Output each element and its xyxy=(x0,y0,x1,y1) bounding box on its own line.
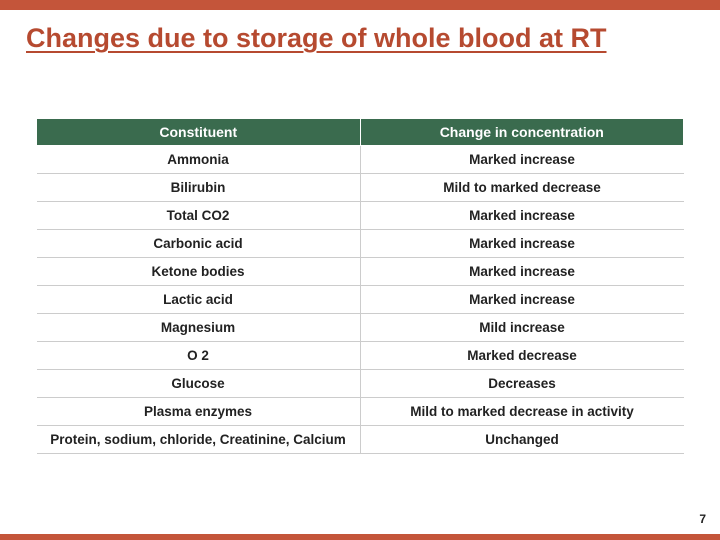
data-table-container: Constituent Change in concentration Ammo… xyxy=(36,118,684,454)
table-row: Protein, sodium, chloride, Creatinine, C… xyxy=(37,426,684,454)
table-row: BilirubinMild to marked decrease xyxy=(37,174,684,202)
table-row: MagnesiumMild increase xyxy=(37,314,684,342)
table-row: Lactic acidMarked increase xyxy=(37,286,684,314)
cell-constituent: Bilirubin xyxy=(37,174,361,202)
cell-change: Decreases xyxy=(360,370,684,398)
table-row: O 2Marked decrease xyxy=(37,342,684,370)
cell-change: Marked increase xyxy=(360,230,684,258)
cell-change: Mild to marked decrease xyxy=(360,174,684,202)
col-header-constituent: Constituent xyxy=(37,119,361,146)
cell-change: Marked increase xyxy=(360,258,684,286)
col-header-change: Change in concentration xyxy=(360,119,684,146)
cell-constituent: Glucose xyxy=(37,370,361,398)
cell-change: Mild to marked decrease in activity xyxy=(360,398,684,426)
table-row: Ketone bodiesMarked increase xyxy=(37,258,684,286)
page-title: Changes due to storage of whole blood at… xyxy=(26,22,686,56)
cell-constituent: Protein, sodium, chloride, Creatinine, C… xyxy=(37,426,361,454)
cell-constituent: Carbonic acid xyxy=(37,230,361,258)
table-row: GlucoseDecreases xyxy=(37,370,684,398)
cell-change: Marked decrease xyxy=(360,342,684,370)
cell-constituent: Ammonia xyxy=(37,146,361,174)
cell-constituent: O 2 xyxy=(37,342,361,370)
table-row: AmmoniaMarked increase xyxy=(37,146,684,174)
accent-bar-top xyxy=(0,0,720,10)
page-number: 7 xyxy=(699,512,706,526)
cell-change: Mild increase xyxy=(360,314,684,342)
cell-change: Marked increase xyxy=(360,146,684,174)
data-table: Constituent Change in concentration Ammo… xyxy=(36,118,684,454)
cell-change: Marked increase xyxy=(360,202,684,230)
cell-change: Marked increase xyxy=(360,286,684,314)
cell-constituent: Total CO2 xyxy=(37,202,361,230)
table-header-row: Constituent Change in concentration xyxy=(37,119,684,146)
table-row: Carbonic acidMarked increase xyxy=(37,230,684,258)
cell-constituent: Plasma enzymes xyxy=(37,398,361,426)
cell-constituent: Lactic acid xyxy=(37,286,361,314)
cell-constituent: Ketone bodies xyxy=(37,258,361,286)
table-row: Total CO2Marked increase xyxy=(37,202,684,230)
cell-change: Unchanged xyxy=(360,426,684,454)
table-row: Plasma enzymesMild to marked decrease in… xyxy=(37,398,684,426)
accent-bar-bottom xyxy=(0,534,720,540)
cell-constituent: Magnesium xyxy=(37,314,361,342)
